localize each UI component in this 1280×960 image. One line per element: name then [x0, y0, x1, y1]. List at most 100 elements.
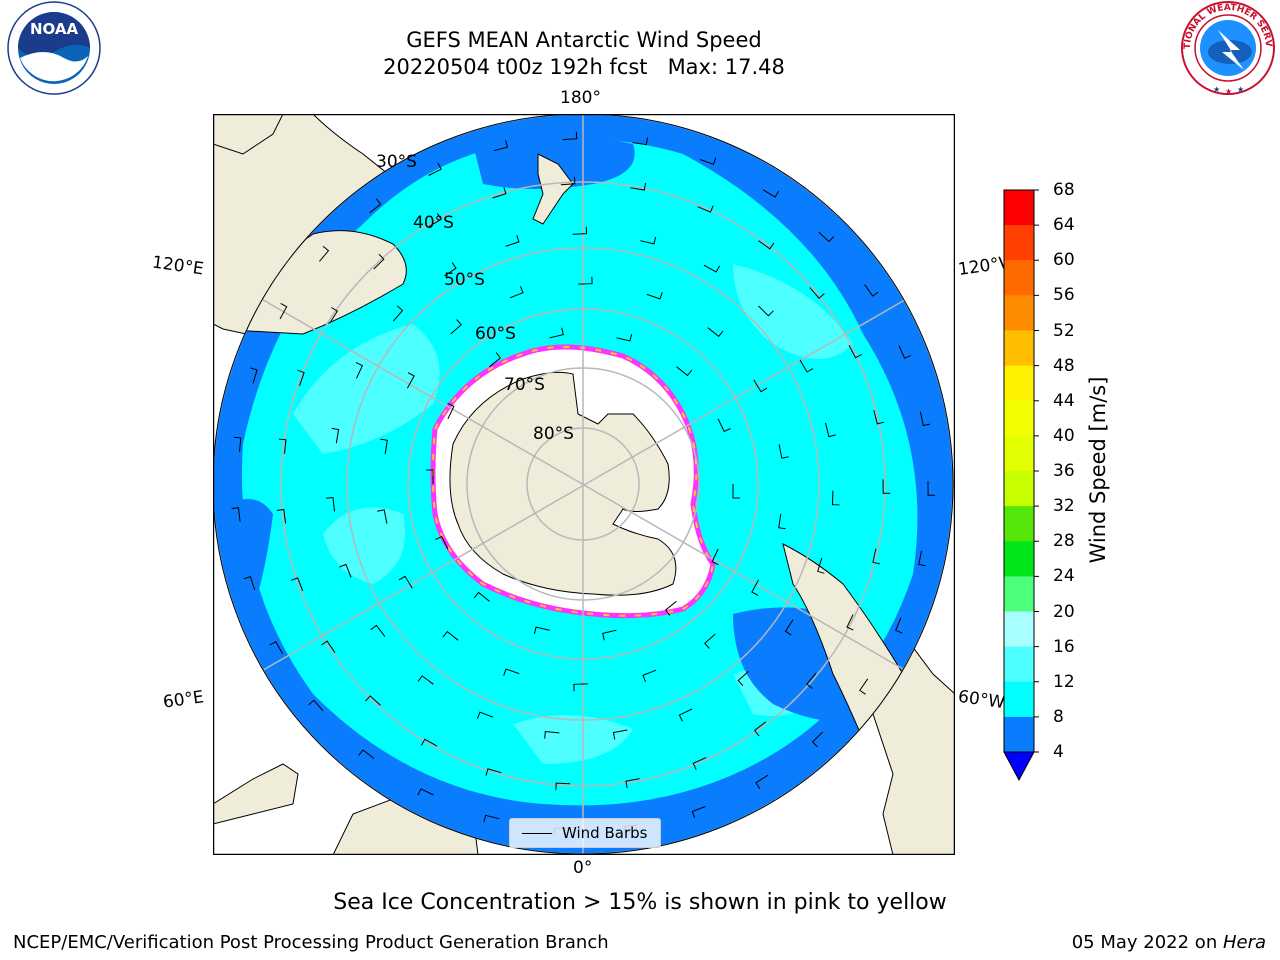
- map-svg: [212, 113, 956, 856]
- wind-barb: [358, 749, 375, 759]
- wind-barb: [831, 490, 840, 506]
- wind-barb: [806, 672, 817, 689]
- lat-label-30s: 30°S: [376, 152, 417, 172]
- noaa-logo-text: NOAA: [30, 20, 79, 38]
- wind-barb: [435, 535, 449, 550]
- wind-barb: [707, 327, 724, 338]
- colorbar-tick-label: 12: [1053, 671, 1075, 692]
- wind-barb: [492, 186, 507, 199]
- wind-barb: [426, 469, 434, 484]
- wind-barb: [308, 699, 324, 712]
- colorbar-tick-label: 52: [1053, 320, 1075, 341]
- legend-label: Wind Barbs: [562, 824, 648, 842]
- wind-barb: [778, 513, 786, 530]
- wind-barb: [864, 284, 879, 297]
- colorbar-bin: [1004, 716, 1034, 753]
- wind-barb: [297, 369, 305, 386]
- wind-barb: [753, 379, 768, 393]
- wind-barb: [483, 814, 500, 823]
- wind-barb: [373, 253, 385, 270]
- wind-barb: [493, 140, 509, 152]
- wind-barb: [809, 287, 825, 299]
- wind-barb: [640, 236, 657, 245]
- wind-barb: [417, 788, 434, 796]
- colorbar-tick-label: 24: [1053, 566, 1075, 587]
- wind-barb: [505, 235, 520, 247]
- wind-barb: [276, 508, 287, 524]
- wind-barb: [442, 630, 459, 641]
- meridians: [213, 114, 953, 854]
- lon-label-60e: 60°E: [161, 687, 206, 713]
- wind-barb: [898, 345, 912, 359]
- wind-barb: [562, 131, 578, 141]
- wind-barb: [825, 422, 836, 438]
- wind-barb: [717, 418, 731, 433]
- wind-barb: [509, 286, 524, 299]
- wind-barb: [369, 198, 382, 214]
- wind-barb: [370, 624, 386, 637]
- polar-map: [212, 113, 956, 856]
- wind-barb: [758, 305, 774, 317]
- wind-barb: [697, 205, 714, 213]
- svg-text:★: ★: [1237, 85, 1244, 94]
- colorbar-tick-label: 36: [1053, 461, 1075, 481]
- wind-barb: [331, 427, 340, 444]
- colorbar-bin: [1004, 190, 1034, 226]
- lat-label-60s: 60°S: [475, 324, 516, 344]
- wind-barb: [560, 176, 576, 186]
- lat-label-40s: 40°S: [413, 213, 454, 233]
- wind-barb: [918, 550, 926, 567]
- wind-barb: [778, 444, 789, 459]
- colorbar-bin: [1004, 225, 1034, 261]
- wind-barb: [811, 731, 824, 748]
- wind-barb: [555, 782, 571, 791]
- wind-barb: [700, 157, 717, 165]
- wind-barb: [549, 327, 564, 339]
- wind-barb: [692, 757, 707, 770]
- wind-barb: [250, 367, 258, 384]
- lon-label-0: 0°: [573, 858, 593, 878]
- wind-barb: [319, 245, 330, 262]
- wind-barb: [602, 629, 617, 641]
- wind-barb: [321, 640, 336, 653]
- wind-barb: [355, 362, 364, 379]
- wind-barb: [377, 509, 388, 524]
- wind-barb: [476, 711, 494, 719]
- svg-text:★: ★: [1213, 85, 1220, 94]
- lon-label-180: 180°: [560, 88, 601, 108]
- colorbar-under-triangle: [1003, 751, 1035, 782]
- wind-barb: [533, 626, 550, 635]
- colorbar-tick-label: 8: [1053, 706, 1064, 727]
- footer-date: 05 May 2022 on Hera: [1072, 932, 1266, 953]
- wind-barb-legend-line: [522, 832, 552, 834]
- wind-barb: [758, 240, 775, 250]
- colorbar-label: Wind Speed [m/s]: [1086, 376, 1110, 564]
- wind-barb: [616, 333, 633, 342]
- wind-barb: [678, 708, 693, 722]
- colorbar: [1000, 186, 1040, 786]
- colorbar-tick-label: 64: [1053, 215, 1075, 236]
- wind-barb: [676, 366, 693, 377]
- wind-barb: [243, 575, 256, 591]
- wind-barb: [420, 738, 438, 747]
- wind-barb: [380, 438, 388, 455]
- wind-barb: [406, 372, 415, 389]
- title-line2: 20220504 t00z 192h fcst Max: 17.48: [383, 55, 785, 79]
- colorbar-tick-label: 56: [1053, 285, 1075, 306]
- wind-barb: [444, 262, 457, 277]
- title-line1: GEFS MEAN Antarctic Wind Speed: [406, 28, 762, 52]
- wind-barb: [485, 768, 502, 776]
- svg-text:★: ★: [1225, 87, 1232, 96]
- colorbar-tick-label: 48: [1053, 355, 1075, 376]
- wind-barb: [818, 231, 835, 243]
- wind-barb: [762, 189, 780, 198]
- wind-barb: [737, 670, 750, 687]
- wind-barb: [231, 507, 241, 522]
- wind-barb: [428, 162, 442, 176]
- wind-barb: [753, 721, 767, 737]
- footer-date-text: 05 May 2022 on: [1071, 932, 1223, 953]
- colorbar-bin: [1004, 611, 1034, 648]
- wind-barb: [625, 778, 640, 789]
- wind-barb: [784, 619, 794, 636]
- wind-barb: [927, 481, 936, 496]
